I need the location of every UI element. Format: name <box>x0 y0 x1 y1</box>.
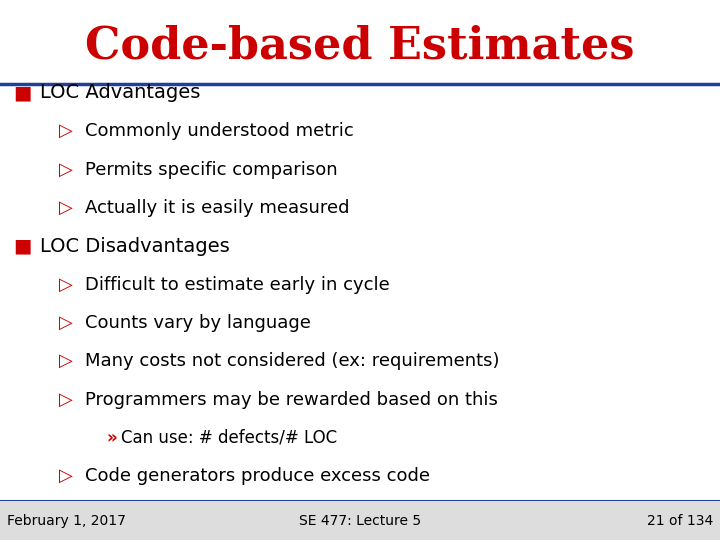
Text: Can use: # defects/# LOC: Can use: # defects/# LOC <box>121 429 337 447</box>
FancyBboxPatch shape <box>0 501 720 540</box>
Text: LOC Disadvantages: LOC Disadvantages <box>40 237 230 256</box>
Text: Permits specific comparison: Permits specific comparison <box>85 160 338 179</box>
Text: ▷: ▷ <box>59 390 73 409</box>
Text: ■: ■ <box>13 237 32 256</box>
Text: ▷: ▷ <box>59 160 73 179</box>
Text: ▷: ▷ <box>59 122 73 140</box>
Text: ▷: ▷ <box>59 199 73 217</box>
Text: ▷: ▷ <box>59 467 73 485</box>
Text: Commonly understood metric: Commonly understood metric <box>85 122 354 140</box>
Text: ■: ■ <box>13 83 32 103</box>
Text: ▷: ▷ <box>59 314 73 332</box>
Text: ▷: ▷ <box>59 275 73 294</box>
Text: LOC Advantages: LOC Advantages <box>40 83 200 103</box>
Text: SE 477: Lecture 5: SE 477: Lecture 5 <box>299 514 421 528</box>
Text: Programmers may be rewarded based on this: Programmers may be rewarded based on thi… <box>85 390 498 409</box>
Text: ▷: ▷ <box>59 352 73 370</box>
Text: Difficult to estimate early in cycle: Difficult to estimate early in cycle <box>85 275 390 294</box>
Text: Code generators produce excess code: Code generators produce excess code <box>85 467 430 485</box>
Text: Many costs not considered (ex: requirements): Many costs not considered (ex: requireme… <box>85 352 500 370</box>
Text: Actually it is easily measured: Actually it is easily measured <box>85 199 349 217</box>
Text: 21 of 134: 21 of 134 <box>647 514 713 528</box>
Text: Code-based Estimates: Code-based Estimates <box>85 24 635 68</box>
Text: Counts vary by language: Counts vary by language <box>85 314 311 332</box>
Text: February 1, 2017: February 1, 2017 <box>7 514 126 528</box>
Text: »: » <box>107 429 117 447</box>
